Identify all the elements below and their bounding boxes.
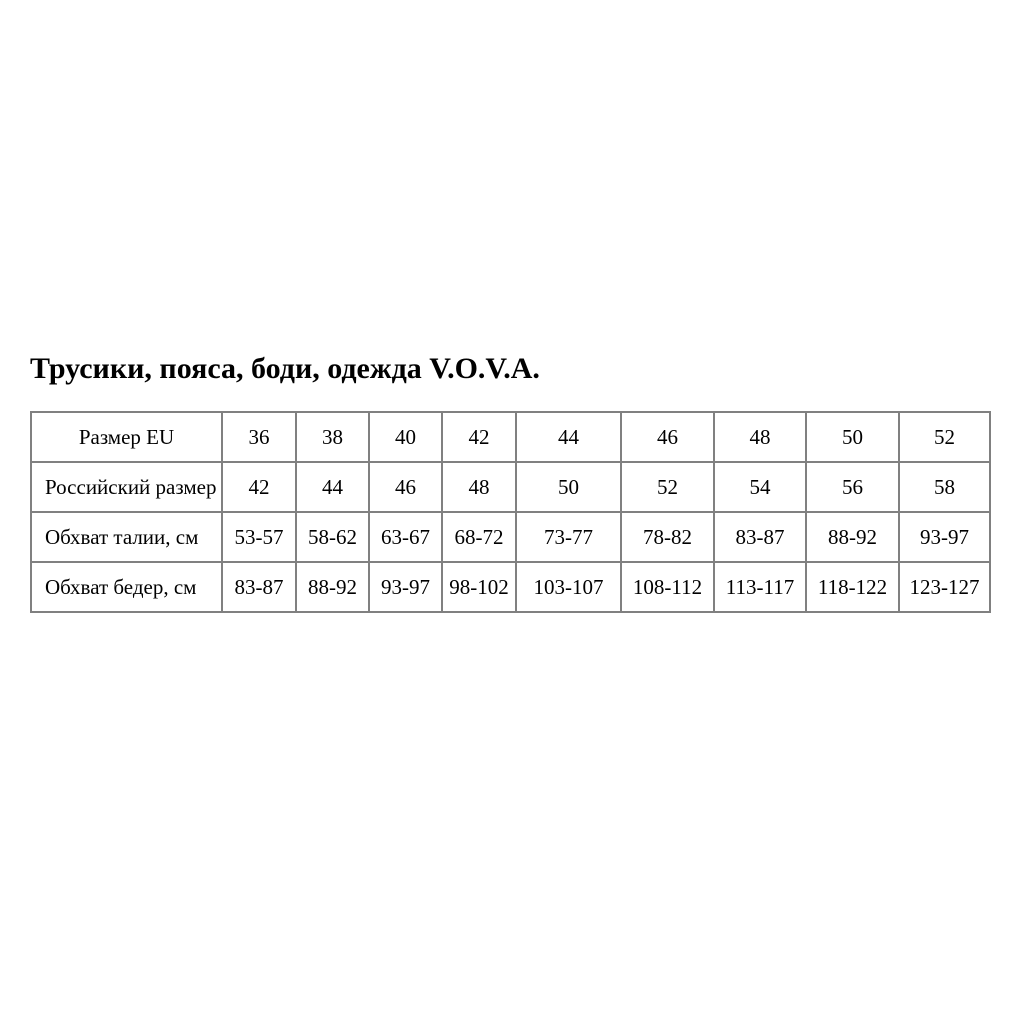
table-row-waist: Обхват талии, см 53-57 58-62 63-67 68-72…: [30, 511, 991, 563]
size-cell: 42: [221, 461, 297, 513]
table-row-ru-size: Российский размер 42 44 46 48 50 52 54 5…: [30, 461, 991, 513]
size-cell: 73-77: [515, 511, 622, 563]
size-cell: 83-87: [221, 561, 297, 613]
size-cell: 40: [368, 411, 443, 463]
size-cell: 48: [441, 461, 517, 513]
size-cell: 58-62: [295, 511, 370, 563]
size-chart-table: Размер EU 36 38 40 42 44 46 48 50 52 Рос…: [30, 411, 991, 613]
size-cell: 36: [221, 411, 297, 463]
size-cell: 63-67: [368, 511, 443, 563]
size-cell: 50: [805, 411, 900, 463]
size-cell: 56: [805, 461, 900, 513]
size-cell: 88-92: [295, 561, 370, 613]
size-cell: 78-82: [620, 511, 715, 563]
page-title: Трусики, пояса, боди, одежда V.O.V.A.: [30, 352, 540, 385]
size-cell: 54: [713, 461, 807, 513]
size-cell: 44: [295, 461, 370, 513]
size-cell: 88-92: [805, 511, 900, 563]
size-cell: 46: [620, 411, 715, 463]
size-cell: 93-97: [368, 561, 443, 613]
size-cell: 103-107: [515, 561, 622, 613]
size-cell: 108-112: [620, 561, 715, 613]
size-cell: 58: [898, 461, 991, 513]
row-label-hips: Обхват бедер, см: [30, 561, 223, 613]
table-row-hips: Обхват бедер, см 83-87 88-92 93-97 98-10…: [30, 561, 991, 613]
size-cell: 50: [515, 461, 622, 513]
size-cell: 52: [898, 411, 991, 463]
size-cell: 42: [441, 411, 517, 463]
size-cell: 123-127: [898, 561, 991, 613]
size-cell: 48: [713, 411, 807, 463]
row-label-ru-size: Российский размер: [30, 461, 223, 513]
size-cell: 53-57: [221, 511, 297, 563]
size-cell: 83-87: [713, 511, 807, 563]
size-cell: 93-97: [898, 511, 991, 563]
size-cell: 68-72: [441, 511, 517, 563]
size-cell: 38: [295, 411, 370, 463]
size-cell: 46: [368, 461, 443, 513]
row-label-waist: Обхват талии, см: [30, 511, 223, 563]
size-cell: 98-102: [441, 561, 517, 613]
row-label-eu-size: Размер EU: [30, 411, 223, 463]
size-cell: 113-117: [713, 561, 807, 613]
size-cell: 44: [515, 411, 622, 463]
table-row-eu-size: Размер EU 36 38 40 42 44 46 48 50 52: [30, 411, 991, 463]
size-cell: 52: [620, 461, 715, 513]
size-cell: 118-122: [805, 561, 900, 613]
